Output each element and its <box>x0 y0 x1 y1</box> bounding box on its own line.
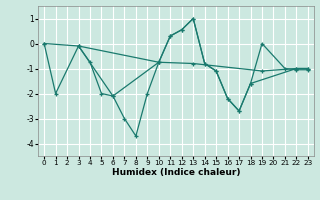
X-axis label: Humidex (Indice chaleur): Humidex (Indice chaleur) <box>112 168 240 177</box>
